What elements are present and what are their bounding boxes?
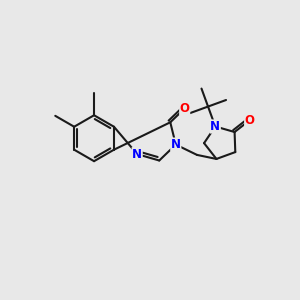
Text: O: O bbox=[180, 102, 190, 115]
Text: N: N bbox=[210, 120, 220, 133]
Text: N: N bbox=[171, 138, 181, 151]
Text: O: O bbox=[245, 114, 255, 127]
Text: N: N bbox=[132, 148, 142, 160]
